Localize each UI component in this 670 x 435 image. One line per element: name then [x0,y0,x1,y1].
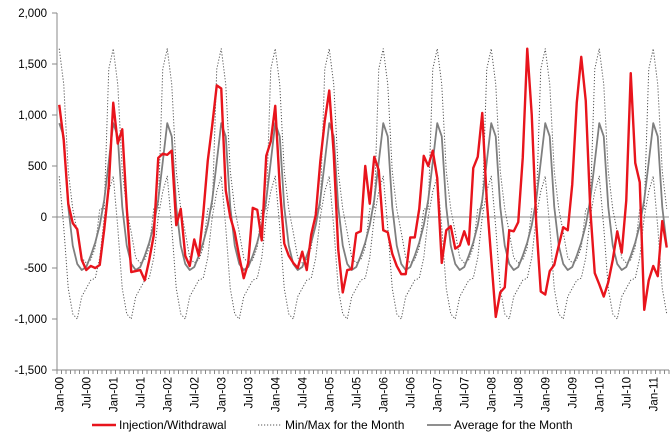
y-tick-label: 0 [41,212,47,224]
x-axis: Jan-00 Jul-00 Jan-01 Jul-01 Jan-02 Jul-02 Jan-… [54,216,670,412]
y-tick-label: -1,000 [14,314,47,326]
y-tick-label: -500 [24,263,47,275]
x-tick-label: Jul-00 [81,377,93,408]
x-tick-label: Jul-01 [135,377,147,408]
x-tick-label: Jan-05 [324,377,336,412]
x-tick-label: Jul-08 [513,377,525,408]
series-average-for-the-month-line [58,122,668,271]
x-tick-label: Jan-04 [270,376,282,412]
x-tick-label: Jan-09 [540,377,552,412]
x-tick-label: Jul-09 [567,377,579,408]
legend: Injection/Withdrawal Min/Max for the Mont… [92,418,573,432]
y-axis: -1,500 -1,000 -500 0 500 1,000 1,500 2,000 [14,8,58,377]
plot-area [58,47,668,320]
legend-label: Injection/Withdrawal [119,418,226,432]
x-tick-label: Jul-05 [351,377,363,408]
x-tick-label: Jan-02 [162,377,174,412]
x-tick-label: Jan-01 [108,377,120,412]
x-tick-label: Jul-04 [297,376,309,408]
y-tick-label: 2,000 [18,8,47,20]
legend-item: Injection/Withdrawal [92,418,226,432]
x-tick-label: Jan-11 [648,377,660,411]
x-tick-label: Jan-10 [594,377,606,412]
legend-label: Average for the Month [454,418,573,432]
y-tick-label: -1,500 [14,365,47,377]
x-tick-label: Jul-07 [459,377,471,408]
x-tick-label: Jan-07 [432,377,444,412]
series-min-max-for-the-month-min-line [58,175,668,320]
legend-label: Min/Max for the Month [285,418,404,432]
x-tick-label: Jan-06 [378,377,390,412]
x-tick-label: Jan-00 [54,377,66,412]
x-tick-label: Jul-03 [243,377,255,408]
y-tick-label: 1,000 [18,110,47,122]
x-tick-label: Jul-02 [189,377,201,408]
y-tick-label: 500 [28,161,47,173]
x-tick-label: Jul-06 [405,377,417,408]
x-tick-label: Jan-08 [486,377,498,412]
x-tick-label: Jul-10 [621,377,633,408]
legend-item: Min/Max for the Month [258,418,404,432]
y-tick-label: 1,500 [18,59,47,71]
legend-item: Average for the Month [427,418,573,432]
x-tick-label: Jan-03 [216,377,228,412]
series-injection-withdrawal-line [58,47,668,319]
series-min-max-for-the-month-max-line [58,48,668,264]
